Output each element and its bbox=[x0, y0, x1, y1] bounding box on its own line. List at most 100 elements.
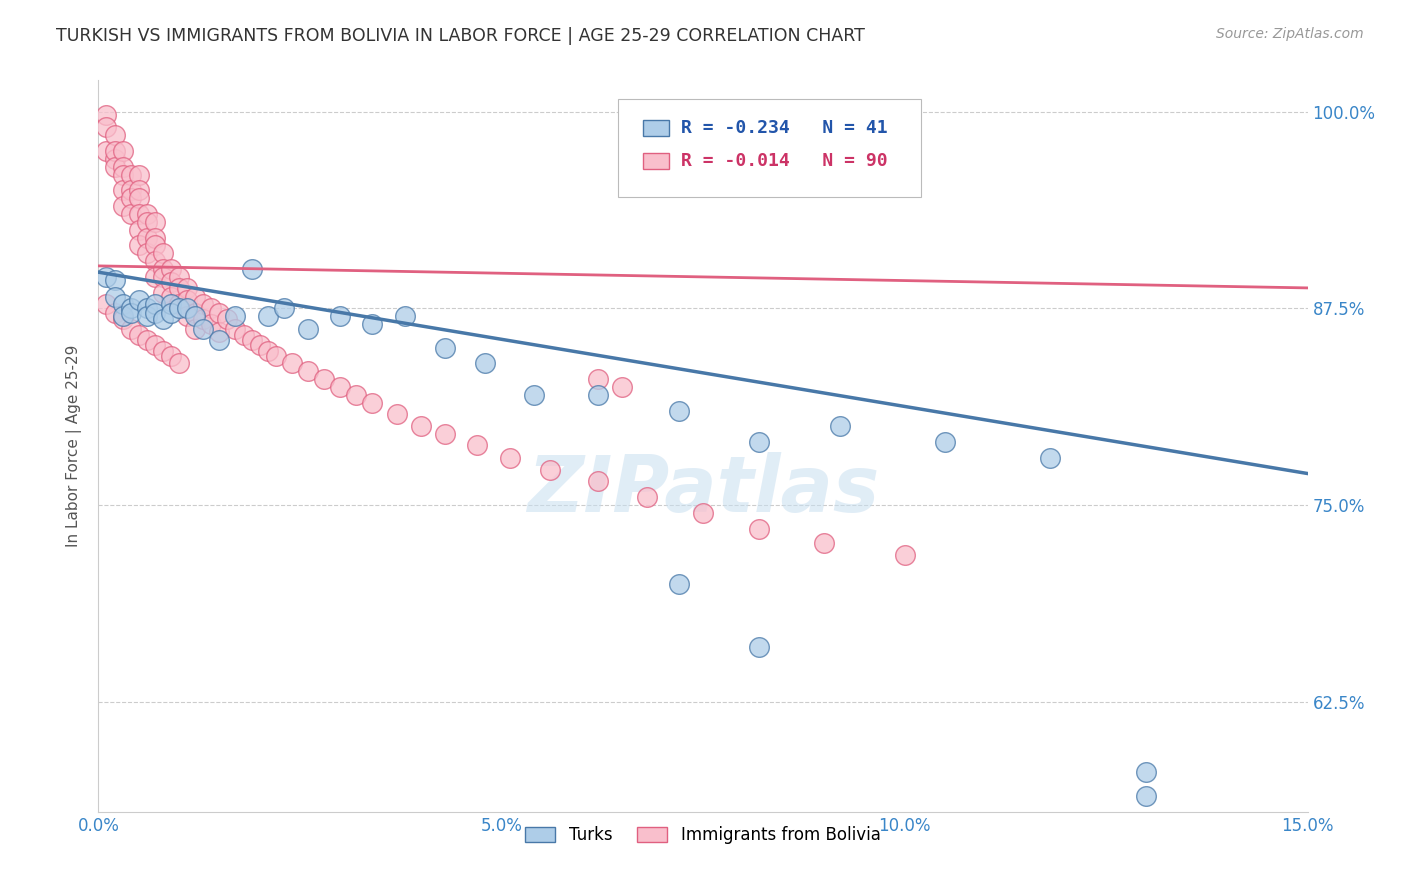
Point bbox=[128, 207, 150, 221]
Point bbox=[167, 301, 190, 316]
Point bbox=[167, 281, 190, 295]
Point bbox=[111, 144, 134, 158]
Point bbox=[264, 349, 287, 363]
Point bbox=[434, 427, 457, 442]
Point bbox=[1135, 765, 1157, 780]
Point bbox=[176, 281, 198, 295]
Text: R = -0.014   N = 90: R = -0.014 N = 90 bbox=[682, 152, 887, 169]
Point bbox=[128, 238, 150, 252]
Point bbox=[193, 322, 215, 336]
Point bbox=[135, 246, 157, 260]
FancyBboxPatch shape bbox=[643, 153, 669, 169]
Point bbox=[135, 333, 157, 347]
Point bbox=[498, 450, 520, 465]
Point bbox=[394, 310, 416, 324]
Point bbox=[612, 380, 634, 394]
Point bbox=[893, 549, 915, 563]
Point bbox=[224, 310, 246, 324]
FancyBboxPatch shape bbox=[643, 120, 669, 136]
Legend: Turks, Immigrants from Bolivia: Turks, Immigrants from Bolivia bbox=[519, 820, 887, 851]
Point bbox=[184, 290, 207, 304]
Point bbox=[135, 310, 157, 324]
Point bbox=[523, 388, 546, 402]
Point bbox=[232, 328, 254, 343]
Point bbox=[409, 419, 432, 434]
Point bbox=[813, 535, 835, 549]
Point bbox=[111, 296, 134, 310]
Point bbox=[120, 306, 142, 320]
Point bbox=[120, 322, 142, 336]
Point bbox=[152, 246, 174, 260]
Point bbox=[273, 301, 295, 316]
Point bbox=[167, 296, 190, 310]
Point bbox=[152, 269, 174, 284]
Point bbox=[103, 160, 125, 174]
Point bbox=[143, 296, 166, 310]
Point bbox=[152, 262, 174, 277]
Point bbox=[96, 269, 118, 284]
Point bbox=[135, 207, 157, 221]
Point bbox=[111, 310, 134, 324]
Point bbox=[111, 168, 134, 182]
Point bbox=[111, 160, 134, 174]
Point bbox=[385, 407, 408, 421]
Point bbox=[160, 349, 183, 363]
Point bbox=[96, 144, 118, 158]
Point bbox=[329, 310, 352, 324]
Point bbox=[193, 312, 215, 326]
Point bbox=[103, 128, 125, 143]
Point bbox=[828, 419, 851, 434]
Point bbox=[167, 269, 190, 284]
Point bbox=[103, 273, 125, 287]
Point bbox=[152, 312, 174, 326]
Point bbox=[152, 285, 174, 300]
Point bbox=[240, 262, 263, 277]
Point bbox=[1039, 450, 1062, 465]
Point bbox=[217, 312, 239, 326]
Text: ZIPatlas: ZIPatlas bbox=[527, 452, 879, 528]
Point bbox=[120, 301, 142, 316]
Point bbox=[111, 183, 134, 197]
Point bbox=[143, 269, 166, 284]
Point bbox=[586, 388, 609, 402]
Point bbox=[128, 293, 150, 308]
Point bbox=[128, 183, 150, 197]
Point bbox=[668, 403, 690, 417]
Point bbox=[281, 356, 304, 370]
Point bbox=[152, 343, 174, 358]
Point bbox=[160, 296, 183, 310]
Point bbox=[474, 356, 496, 370]
Point bbox=[128, 168, 150, 182]
Point bbox=[143, 337, 166, 351]
Point bbox=[135, 230, 157, 244]
Point bbox=[96, 120, 118, 135]
Point bbox=[120, 207, 142, 221]
Point bbox=[160, 306, 183, 320]
Point bbox=[434, 341, 457, 355]
Point bbox=[184, 306, 207, 320]
Point bbox=[538, 463, 561, 477]
Point bbox=[748, 435, 770, 450]
Point bbox=[103, 290, 125, 304]
Point bbox=[135, 301, 157, 316]
Point bbox=[1135, 789, 1157, 803]
Point bbox=[636, 490, 658, 504]
Point bbox=[143, 215, 166, 229]
Point bbox=[249, 337, 271, 351]
Point bbox=[143, 238, 166, 252]
FancyBboxPatch shape bbox=[619, 99, 921, 197]
Point bbox=[748, 640, 770, 654]
Y-axis label: In Labor Force | Age 25-29: In Labor Force | Age 25-29 bbox=[66, 345, 83, 547]
Point bbox=[143, 254, 166, 268]
Point bbox=[344, 388, 367, 402]
Point bbox=[120, 183, 142, 197]
Point bbox=[96, 108, 118, 122]
Text: Source: ZipAtlas.com: Source: ZipAtlas.com bbox=[1216, 27, 1364, 41]
Point bbox=[160, 275, 183, 289]
Point bbox=[160, 290, 183, 304]
Point bbox=[586, 475, 609, 489]
Point bbox=[111, 312, 134, 326]
Point bbox=[103, 144, 125, 158]
Text: R = -0.234   N = 41: R = -0.234 N = 41 bbox=[682, 119, 887, 136]
Point bbox=[135, 215, 157, 229]
